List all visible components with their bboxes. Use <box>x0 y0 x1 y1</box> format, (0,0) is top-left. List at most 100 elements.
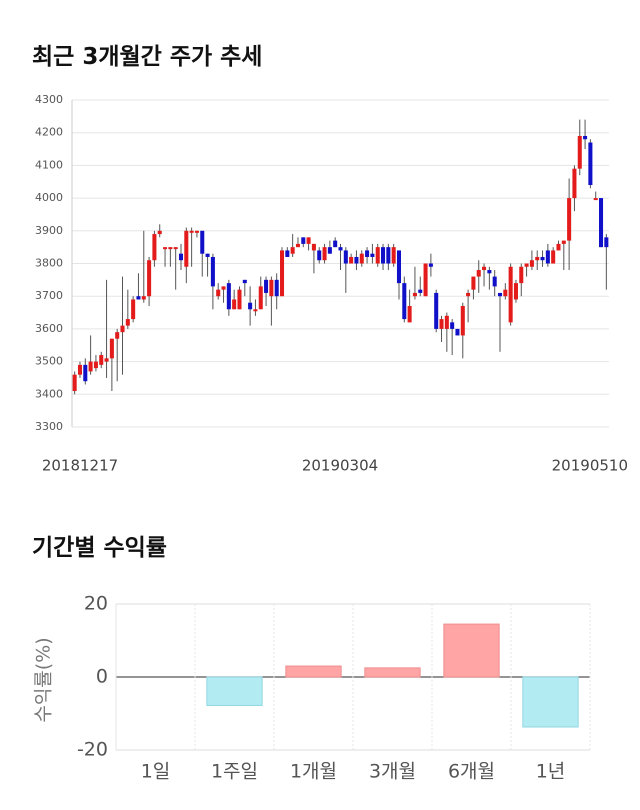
candle-body <box>285 250 290 257</box>
candle-body <box>232 299 237 310</box>
candles <box>72 119 609 395</box>
candle <box>163 247 168 267</box>
candle <box>189 227 194 267</box>
candle-body <box>556 243 561 251</box>
candle-body <box>466 292 471 297</box>
candle <box>93 355 98 372</box>
candle-body <box>396 250 402 284</box>
candle <box>152 230 157 267</box>
candle-body <box>226 283 231 310</box>
candle <box>439 315 444 342</box>
candle-body <box>545 250 550 264</box>
y-tick-labels: 20 0 -20 <box>77 593 108 761</box>
candle-body <box>391 247 396 264</box>
candle-body <box>216 289 221 297</box>
candle <box>561 240 566 271</box>
x-tick-label: 3개월 <box>369 761 416 783</box>
candle-body <box>572 168 577 199</box>
candle <box>279 247 285 297</box>
candle <box>370 243 375 264</box>
candle-body <box>264 279 269 293</box>
candle-body <box>253 309 258 312</box>
candle-body <box>248 302 253 310</box>
candle <box>428 253 433 277</box>
candle <box>460 302 465 359</box>
y-tick-labels: 4300 4200 4100 4000 3900 3800 3700 3600 3500 3400… <box>35 93 63 433</box>
y-tick-label: 3700 <box>35 289 63 302</box>
candle <box>290 234 295 257</box>
candle-body <box>423 263 428 297</box>
candle-body <box>327 247 332 254</box>
candle-body <box>338 247 343 251</box>
candle <box>306 237 311 251</box>
candle-body <box>290 247 295 254</box>
candle-body <box>274 279 279 297</box>
candle <box>381 243 386 271</box>
candle <box>577 119 582 176</box>
candle <box>359 250 364 267</box>
chart-grid <box>115 603 591 751</box>
candle <box>221 286 226 303</box>
candle <box>258 276 263 310</box>
y-tick-label: -20 <box>77 739 108 761</box>
candle-body <box>513 283 518 300</box>
y-tick-label: 3500 <box>35 355 63 368</box>
candle-body <box>529 260 534 267</box>
candle-body <box>412 292 417 297</box>
candle <box>157 224 162 238</box>
candle-body <box>317 250 322 261</box>
candle <box>455 328 460 336</box>
candle-body <box>381 247 386 264</box>
candle-body <box>375 247 380 264</box>
candle-body <box>407 306 412 323</box>
candle-body <box>157 230 162 235</box>
candle-body <box>450 322 455 329</box>
candle <box>423 263 428 297</box>
candle-body <box>519 266 524 284</box>
candle <box>232 289 237 310</box>
candle-body <box>77 364 82 375</box>
candle <box>242 279 247 297</box>
candle <box>529 250 534 271</box>
candle <box>99 351 104 369</box>
candle <box>338 243 343 271</box>
candle <box>173 247 178 290</box>
candle-body <box>349 256 354 264</box>
candle-body <box>492 276 497 287</box>
candle-body <box>322 247 327 261</box>
candle <box>295 237 300 248</box>
candle-body <box>444 315 449 329</box>
candle <box>402 276 407 323</box>
candle-body <box>120 325 125 333</box>
candle-body <box>99 355 104 365</box>
candle <box>205 253 210 277</box>
candle <box>120 276 125 375</box>
candle <box>540 250 545 267</box>
candle <box>545 243 550 267</box>
candle <box>253 299 258 316</box>
y-tick-label: 3900 <box>35 224 63 237</box>
candle-body <box>136 296 141 300</box>
candle-body <box>460 306 465 336</box>
candle-body <box>189 230 194 233</box>
candle-body <box>418 289 423 293</box>
bar <box>443 623 500 678</box>
candle-body <box>359 253 364 264</box>
candle-body <box>583 135 588 140</box>
candle-body <box>428 263 433 267</box>
candle <box>125 289 130 329</box>
x-tick-label: 1일 <box>141 761 171 783</box>
candle <box>83 358 88 385</box>
candle-body <box>301 237 306 244</box>
candle-body <box>370 253 375 257</box>
candle <box>184 227 189 284</box>
candle <box>248 286 253 326</box>
x-tick-label: 1개월 <box>290 761 337 783</box>
candle <box>354 250 359 271</box>
y-tick-label: 4200 <box>35 126 63 139</box>
candle <box>396 250 402 300</box>
candle-body <box>237 289 242 310</box>
candle-body <box>311 243 316 251</box>
candle <box>210 253 215 310</box>
candle <box>141 230 146 303</box>
